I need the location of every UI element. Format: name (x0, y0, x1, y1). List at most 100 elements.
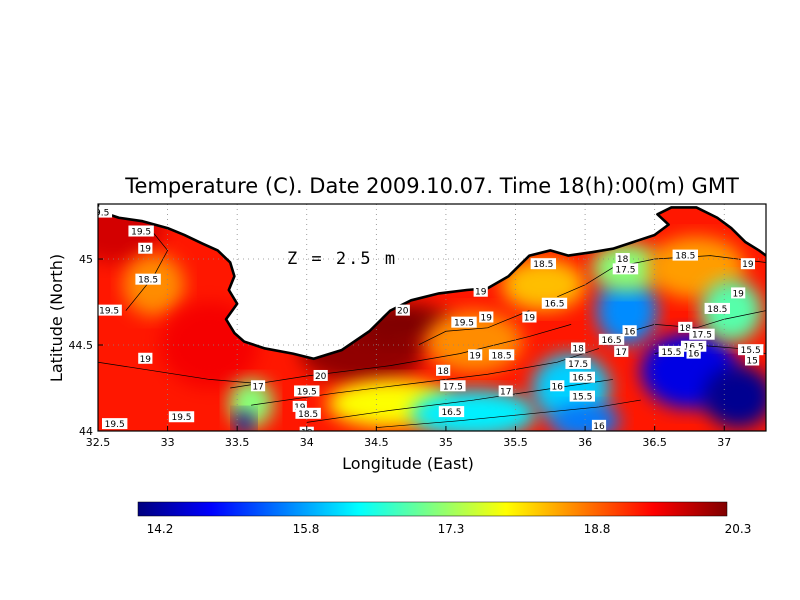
field-patch (703, 365, 766, 428)
contour-label-text: 17.5 (568, 360, 588, 370)
contour-label: 17 (250, 380, 266, 392)
x-tick-label: 37 (717, 436, 731, 449)
contour-label-text: 18 (680, 324, 692, 334)
field-patch (123, 253, 185, 316)
contour-label: 16.5 (569, 371, 595, 384)
contour-label-text: 16.5 (572, 374, 592, 384)
contour-label: 16.5 (438, 406, 465, 418)
contour-label-box (740, 258, 756, 270)
isotherm-line (612, 310, 766, 337)
contour-label-box (541, 297, 568, 309)
contour-label-text: 9.5 (95, 209, 109, 219)
x-tick-label: 33.5 (225, 436, 250, 449)
x-tick-label: 35 (439, 436, 453, 449)
land-mask (98, 204, 766, 359)
contour-label: 18.5 (704, 302, 730, 315)
contour-label-box (565, 357, 591, 369)
isotherm-line (306, 379, 613, 423)
contour-label-text: 16 (624, 327, 636, 337)
contour-label-text: 18 (572, 344, 584, 354)
contour-label: 19.5 (451, 316, 477, 329)
contour-label: 15 (744, 354, 760, 366)
contour-label-box (488, 349, 515, 361)
contour-label: 9.5 (95, 206, 113, 219)
contour-label-text: 18.5 (138, 276, 158, 286)
contour-label-text: 19.5 (131, 228, 151, 238)
contour-label: 16.5 (598, 333, 625, 346)
contour-label-box (569, 390, 595, 402)
contour-label-text: 18.5 (707, 305, 727, 315)
field-patch (411, 389, 537, 431)
y-tick-label: 45 (79, 253, 93, 266)
contour-label: 15.5 (737, 344, 764, 356)
field-patch (700, 279, 762, 342)
contour-label-text: 16.5 (441, 408, 461, 418)
contour-label-box (473, 285, 488, 297)
colorbar-tick-label: 20.3 (725, 522, 752, 536)
contour-label-text: 19 (742, 260, 754, 270)
contour-labels: 9.5 19.5 19 18.5 19.5 19 19.5 19.5 17 19 19.5 18.5 1… (95, 206, 764, 431)
contour-label: 20 (395, 304, 410, 317)
contour-label-text: 17.5 (443, 382, 463, 392)
contour-label-box (550, 380, 565, 392)
contour-label-text: 20 (397, 307, 409, 317)
colorbar-tick-label: 18.8 (584, 522, 611, 536)
contour-label: 17 (498, 385, 513, 397)
y-tick-label: 44.5 (69, 339, 94, 352)
contour-label-box (522, 311, 537, 323)
contour-label-box (615, 253, 630, 265)
contour-label-box (622, 325, 637, 337)
contour-label-text: 15.5 (572, 393, 592, 403)
contour-label-text: 19.5 (105, 420, 125, 430)
y-tick-label: 44 (79, 425, 93, 438)
contour-label-text: 19.5 (171, 413, 191, 423)
isotherm-line (251, 348, 600, 406)
isotherm-line (417, 310, 530, 346)
x-tick-label: 35.5 (503, 436, 528, 449)
contour-label-box (672, 249, 698, 261)
y-axis-label: Latitude (North) (47, 254, 66, 382)
contour-label-text: 17.5 (692, 331, 712, 341)
contour-label-box (313, 369, 328, 381)
contour-label: 18 (436, 364, 451, 377)
contour-label-text: 16.5 (544, 300, 564, 310)
contour-label: 16 (622, 325, 637, 337)
contour-label: 19.5 (294, 385, 320, 397)
contour-label-text: 19 (524, 314, 536, 324)
contour-label: 15.5 (569, 390, 595, 403)
contour-label-box (395, 304, 410, 316)
contour-label-text: 19.5 (454, 319, 474, 329)
x-axis-ticks: 32.5 33 33.5 34 34.5 35 35.5 36 36.5 37 (86, 426, 731, 449)
colorbar-ticks: 14.2 15.8 17.3 18.8 20.3 (147, 522, 752, 536)
contour-label: 18 (571, 342, 586, 354)
contour-label-text: 19 (475, 288, 487, 298)
contour-label: 18 (615, 253, 630, 265)
contour-label-box (128, 225, 154, 237)
contour-label-box (680, 340, 707, 352)
contour-label-box (98, 304, 122, 316)
contour-label-box (731, 287, 746, 299)
contour-label: 15.5 (658, 345, 685, 358)
contour-label-text: 19 (481, 314, 493, 324)
contour-label-box (451, 316, 477, 328)
contour-label-box (436, 364, 451, 376)
contour-label: 19.5 (102, 418, 128, 430)
contour-label-box (468, 349, 483, 361)
contour-label-text: 18.5 (675, 252, 695, 262)
colorbar-tick-label: 15.8 (293, 522, 320, 536)
contour-label: 19.5 (98, 304, 122, 317)
plot-area: 9.5 19.5 19 18.5 19.5 19 19.5 19.5 17 19 19.5 18.5 1… (95, 204, 766, 431)
x-tick-label: 33 (161, 436, 175, 449)
x-tick-label: 34 (300, 436, 314, 449)
contour-label-box (744, 354, 760, 366)
contour-label: 17.5 (440, 380, 466, 392)
contour-label: 19.5 (168, 411, 195, 423)
contour-label: 16 (686, 347, 701, 360)
contour-label-box (612, 263, 639, 275)
isotherm-line (125, 233, 169, 311)
contour-label-box (292, 400, 307, 412)
contour-label-text: 18 (437, 367, 449, 377)
crimea-landmass (98, 204, 766, 359)
isotherm-line (557, 255, 766, 298)
contour-label-box (135, 273, 161, 285)
